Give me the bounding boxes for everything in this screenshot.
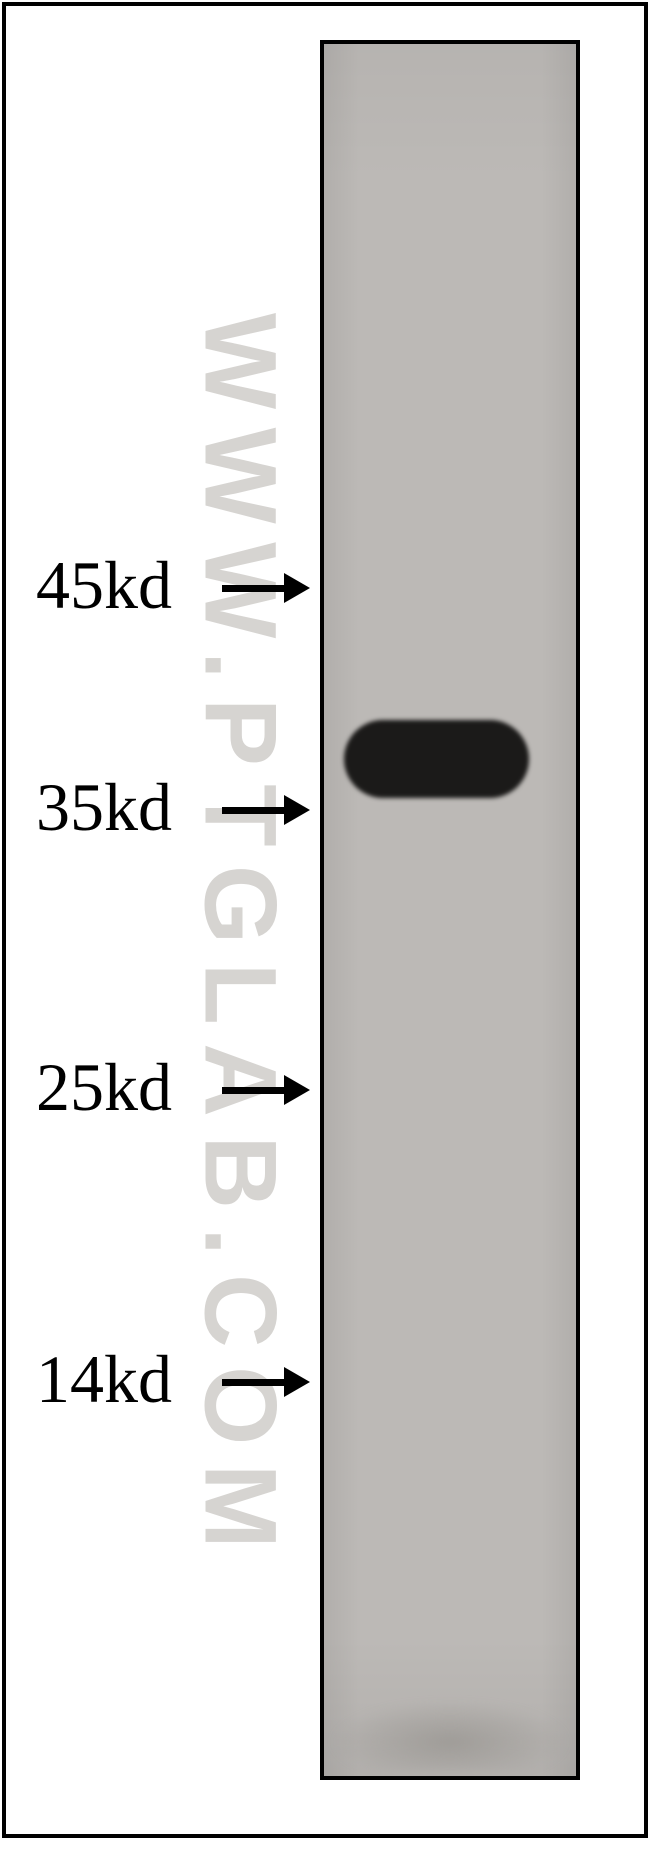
marker-label: 45kd [36, 551, 172, 619]
arrow-shaft [222, 1087, 284, 1094]
lane-smudge [330, 1700, 570, 1770]
marker-label: 35kd [36, 773, 172, 841]
arrow-head-icon [284, 1075, 310, 1105]
blot-canvas: WWW.PTGLAB.COM 45kd35kd25kd14kd [0, 0, 650, 1855]
arrow-shaft [222, 807, 284, 814]
protein-band [344, 720, 529, 798]
marker-label: 14kd [36, 1345, 172, 1413]
lane-vignette [324, 44, 576, 1776]
arrow-head-icon [284, 795, 310, 825]
arrow-head-icon [284, 1367, 310, 1397]
arrow-head-icon [284, 573, 310, 603]
marker-label: 25kd [36, 1053, 172, 1121]
arrow-shaft [222, 1379, 284, 1386]
blot-lane [320, 40, 580, 1780]
arrow-shaft [222, 585, 284, 592]
